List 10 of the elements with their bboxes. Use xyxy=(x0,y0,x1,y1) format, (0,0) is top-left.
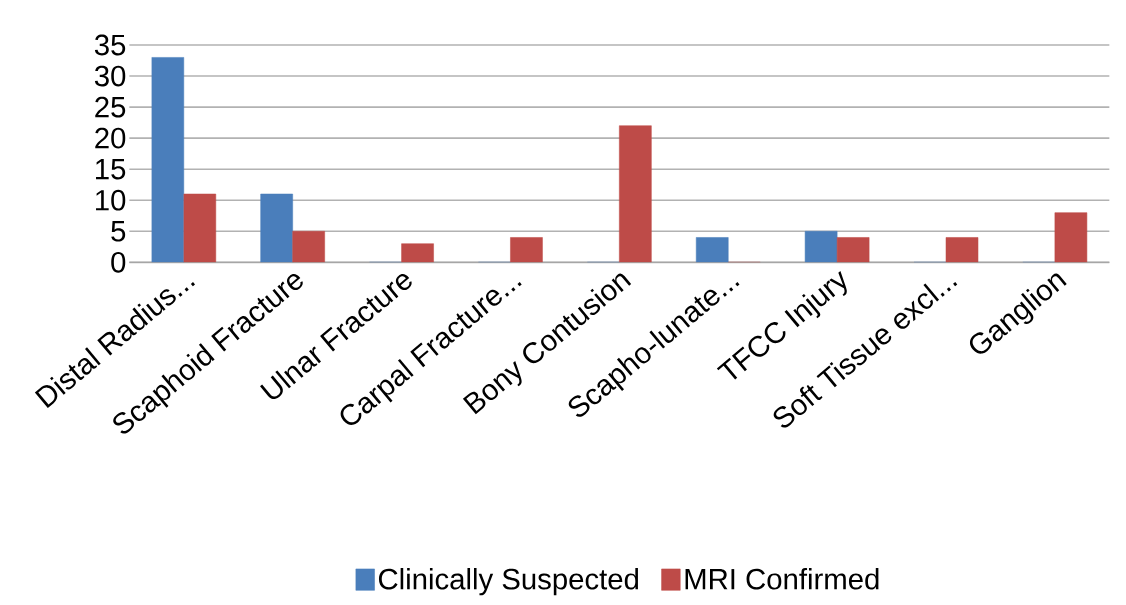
y-tick-label: 0 xyxy=(111,251,126,273)
y-tick-label: 30 xyxy=(94,65,126,87)
legend-label: Clinically Suspected xyxy=(378,567,639,596)
y-tick-label: 5 xyxy=(111,221,126,242)
y-tick-label: 35 xyxy=(94,34,126,56)
y-tick-label: 25 xyxy=(95,96,126,118)
y-tick-label: 20 xyxy=(95,127,126,149)
y-tick-label: 15 xyxy=(96,158,126,180)
y-tick-label: 10 xyxy=(96,189,126,211)
legend-label: MRI Confirmed xyxy=(685,567,879,590)
